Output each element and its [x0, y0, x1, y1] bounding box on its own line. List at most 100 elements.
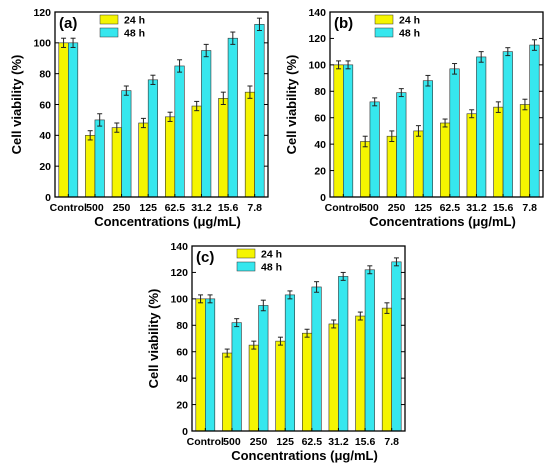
- bar-48h-31.2: [338, 276, 349, 432]
- y-tick-label: 0: [320, 192, 326, 204]
- legend-swatch-24h: [236, 248, 256, 259]
- bar-24h-500: [85, 135, 96, 198]
- chart-svg-a: 0 20 40 60 80 100 120 Control 500 250 125 62.5 31.2 1…: [9, 7, 269, 229]
- bar-48h-Control: [205, 298, 216, 432]
- error-bar: [357, 311, 363, 321]
- chart-svg-c: 0 20 40 60 80 100 120 140 Control 500 250 125 62.5 31…: [146, 241, 406, 463]
- legend-swatch-24h: [374, 14, 394, 25]
- x-tick-label: 7.8: [247, 202, 262, 214]
- error-bar: [345, 60, 351, 70]
- error-bar: [336, 60, 342, 70]
- y-tick-label: 60: [314, 113, 326, 125]
- error-bar: [340, 271, 346, 281]
- error-bar: [87, 130, 93, 141]
- bar-48h-125: [422, 80, 433, 198]
- chart-svg-b: 0 20 40 60 80 100 120 140 Control 500 250 125 62.5 31…: [284, 7, 544, 229]
- bar-48h-31.2: [201, 50, 212, 198]
- error-bar: [123, 85, 129, 96]
- x-tick-label: 250: [250, 436, 268, 448]
- error-bar: [415, 125, 421, 137]
- x-axis-title: Concentrations (μg/mL): [369, 214, 516, 229]
- legend-swatch-24h: [99, 14, 119, 25]
- bar-24h-500: [222, 352, 233, 432]
- bar-24h-62.5: [440, 122, 451, 198]
- error-bar: [362, 135, 368, 148]
- y-tick-label: 20: [314, 165, 326, 177]
- error-bar: [393, 257, 399, 267]
- legend-label-24h: 24 h: [124, 15, 145, 27]
- bar-48h-Control: [343, 64, 354, 198]
- bar-48h-7.8: [529, 44, 540, 198]
- error-bar: [389, 130, 395, 142]
- error-bar: [384, 302, 390, 314]
- error-bar: [314, 281, 320, 293]
- x-tick-label: 62.5: [440, 202, 461, 214]
- bar-48h-125: [147, 79, 158, 198]
- bar-48h-15.6: [227, 37, 238, 198]
- error-bar: [256, 17, 262, 31]
- bar-48h-250: [121, 90, 132, 198]
- chart-panel-a: 0 20 40 60 80 100 120 Control 500 250 125 62.5 31.2 1…: [0, 0, 275, 234]
- error-bar: [198, 294, 204, 304]
- x-tick-label: Control: [187, 436, 224, 448]
- x-tick-label: 125: [276, 436, 294, 448]
- bar-24h-250: [111, 127, 122, 198]
- error-bar: [234, 318, 240, 328]
- error-bar: [251, 340, 257, 350]
- error-bar: [177, 59, 183, 73]
- error-bar: [505, 47, 511, 57]
- x-tick-label: 15.6: [355, 436, 376, 448]
- bar-24h-Control: [195, 298, 206, 432]
- y-axis-title: Cell viability (%): [284, 55, 299, 155]
- x-tick-label: 500: [86, 202, 104, 214]
- error-bar: [61, 37, 67, 48]
- bar-24h-15.6: [218, 98, 229, 198]
- legend-label-24h: 24 h: [399, 15, 420, 27]
- bar-48h-500: [231, 322, 242, 432]
- bar-24h-62.5: [302, 332, 313, 432]
- y-tick-label: 100: [33, 38, 51, 50]
- x-axis-title: Concentrations (μg/mL): [231, 448, 378, 463]
- y-tick-label: 20: [39, 161, 51, 173]
- bar-24h-125: [413, 130, 424, 198]
- error-bar: [522, 98, 528, 111]
- x-tick-label: 31.2: [191, 202, 212, 214]
- bar-24h-7.8: [381, 307, 392, 432]
- x-tick-label: 7.8: [384, 436, 399, 448]
- bar-48h-62.5: [174, 65, 185, 198]
- error-bar: [277, 336, 283, 346]
- y-tick-label: 0: [45, 192, 51, 204]
- error-bar: [97, 113, 103, 127]
- bar-24h-250: [248, 344, 259, 432]
- error-bar: [425, 74, 431, 87]
- panel-label: (a): [59, 15, 77, 32]
- bar-24h-15.6: [493, 106, 504, 198]
- legend-swatch-48h: [99, 27, 119, 38]
- bar-48h-15.6: [502, 51, 513, 198]
- bar-24h-62.5: [165, 116, 176, 198]
- x-tick-label: 15.6: [493, 202, 514, 214]
- bar-24h-Control: [58, 42, 69, 198]
- error-bar: [114, 122, 120, 133]
- y-tick-label: 100: [308, 60, 326, 72]
- bar-48h-250: [396, 92, 407, 198]
- bar-24h-125: [138, 122, 149, 198]
- bar-24h-15.6: [355, 315, 366, 432]
- bar-48h-500: [94, 119, 105, 198]
- legend-label-48h: 48 h: [261, 262, 282, 274]
- error-bar: [469, 109, 475, 119]
- error-bar: [287, 290, 293, 300]
- x-tick-label: 500: [361, 202, 379, 214]
- x-tick-label: 31.2: [466, 202, 487, 214]
- error-bar: [207, 294, 213, 304]
- x-tick-label: 500: [223, 436, 241, 448]
- error-bar: [224, 348, 230, 358]
- bar-24h-7.8: [244, 91, 255, 198]
- error-bar: [194, 100, 200, 112]
- error-bar: [398, 88, 404, 98]
- error-bar: [442, 118, 448, 128]
- chart-panel-b: 0 20 40 60 80 100 120 140 Control 500 250 125 62.5 31…: [275, 0, 550, 234]
- y-tick-label: 60: [176, 347, 188, 359]
- x-tick-label: 250: [388, 202, 406, 214]
- bar-24h-31.2: [466, 113, 477, 198]
